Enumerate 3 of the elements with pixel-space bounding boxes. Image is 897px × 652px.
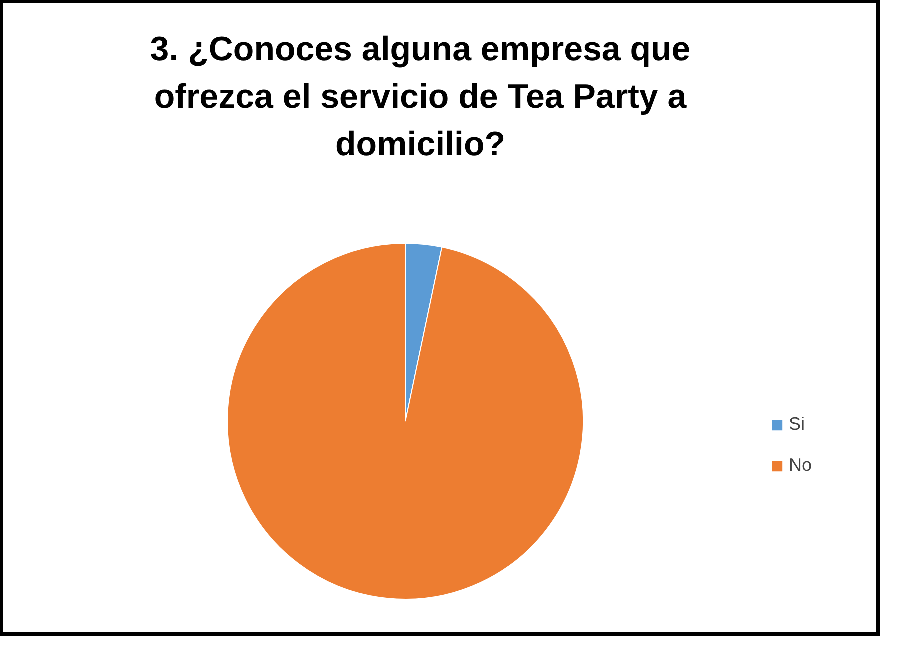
chart-title: 3. ¿Conoces alguna empresa que ofrezca el servicio de Tea Party a domicilio? (150, 30, 691, 164)
legend-label: Si (789, 414, 806, 435)
legend-label: No (789, 455, 812, 476)
